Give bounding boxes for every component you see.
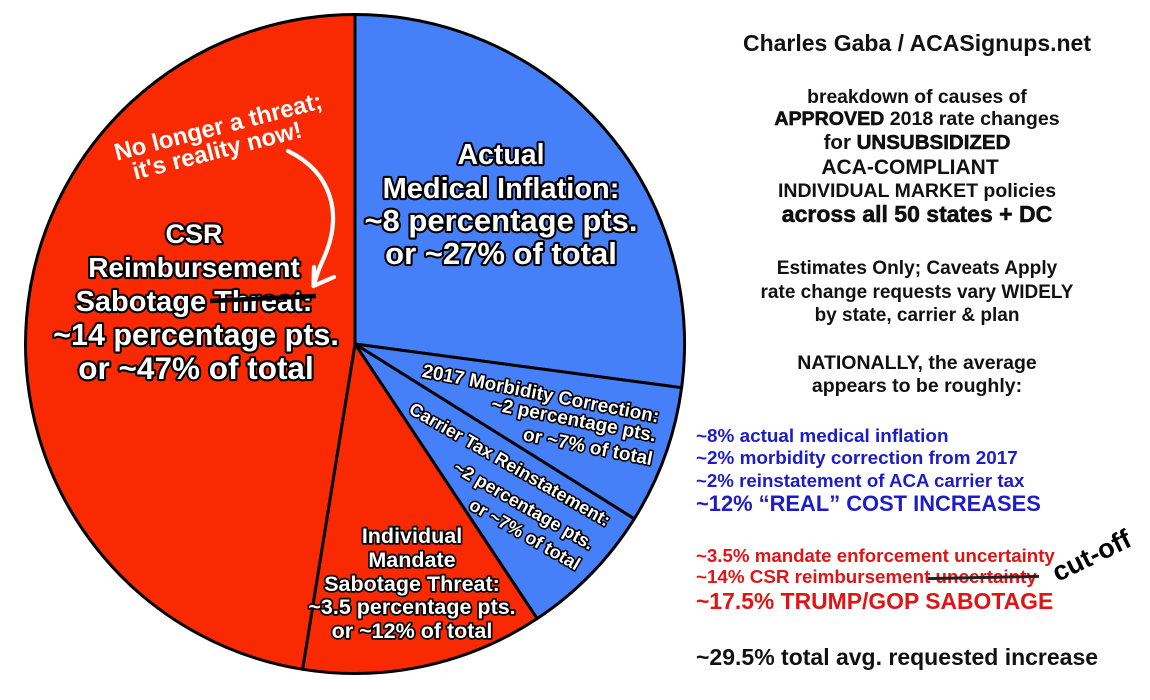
- svg-text:~3.5 percentage pts.: ~3.5 percentage pts.: [308, 595, 515, 619]
- svg-text:or ~12% of total: or ~12% of total: [332, 619, 493, 643]
- svg-text:Medical Inflation:: Medical Inflation:: [383, 173, 620, 205]
- svg-text:Sabotage Threat:: Sabotage Threat:: [76, 286, 313, 318]
- svg-text:Mandate: Mandate: [368, 548, 455, 572]
- svg-text:Sabotage Threat:: Sabotage Threat:: [324, 572, 500, 596]
- svg-text:~14 percentage pts.: ~14 percentage pts.: [53, 318, 339, 352]
- svg-text:Actual: Actual: [457, 139, 544, 171]
- svg-text:Individual: Individual: [362, 524, 462, 548]
- svg-text:Reimbursement: Reimbursement: [88, 252, 300, 283]
- svg-text:CSR: CSR: [165, 219, 222, 249]
- svg-text:~8 percentage pts.: ~8 percentage pts.: [364, 203, 637, 238]
- svg-text:or ~27% of total: or ~27% of total: [385, 236, 617, 271]
- svg-text:or ~47% of total: or ~47% of total: [78, 350, 313, 386]
